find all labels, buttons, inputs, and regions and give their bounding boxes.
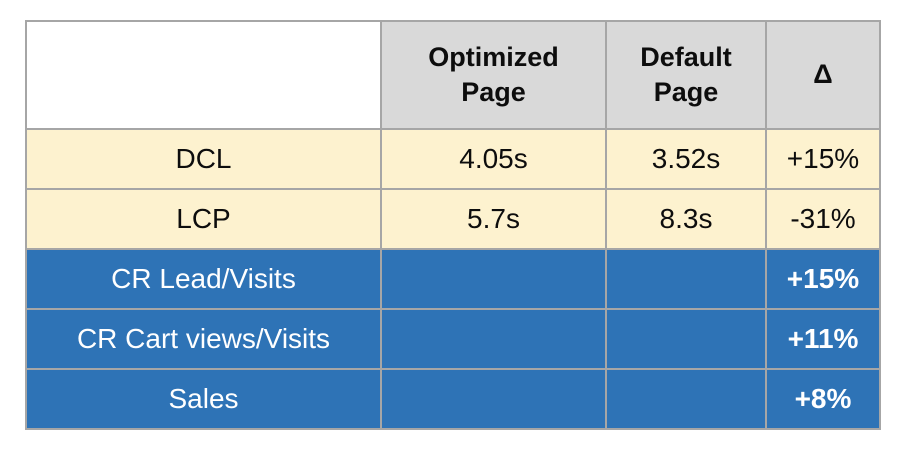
optimized-value-cell [380,368,607,430]
row-label-cell: CR Cart views/Visits [25,308,382,370]
header-optimized-page: Optimized Page [380,20,607,130]
delta-value-cell: -31% [765,188,881,250]
header-default-label: Default Page [640,41,732,107]
row-label-cell: CR Lead/Visits [25,248,382,310]
table-row-sales: Sales +8% [25,368,881,430]
header-row: Optimized Page Default Page Δ [25,20,881,130]
delta-value-cell: +11% [765,308,881,370]
default-value-cell [605,308,767,370]
results-table: Optimized Page Default Page Δ DCL 4.05s … [25,20,881,430]
row-label-cell: Sales [25,368,382,430]
table-row-dcl: DCL 4.05s 3.52s +15% [25,128,881,190]
row-label-cell: DCL [25,128,382,190]
optimized-value-cell: 5.7s [380,188,607,250]
default-value-cell: 3.52s [605,128,767,190]
table-row-cr-cart: CR Cart views/Visits +11% [25,308,881,370]
optimized-value-cell [380,248,607,310]
delta-symbol: Δ [813,59,833,90]
delta-value-cell: +8% [765,368,881,430]
default-value-cell [605,248,767,310]
table-row-cr-lead: CR Lead/Visits +15% [25,248,881,310]
delta-value-cell: +15% [765,128,881,190]
optimized-value-cell: 4.05s [380,128,607,190]
row-label-cell: LCP [25,188,382,250]
delta-value-cell: +15% [765,248,881,310]
table-row-lcp: LCP 5.7s 8.3s -31% [25,188,881,250]
header-default-page: Default Page [605,20,767,130]
header-optimized-label: Optimized Page [428,41,559,107]
default-value-cell: 8.3s [605,188,767,250]
default-value-cell [605,368,767,430]
optimized-value-cell [380,308,607,370]
header-delta: Δ [765,20,881,130]
header-blank-cell [25,20,382,130]
